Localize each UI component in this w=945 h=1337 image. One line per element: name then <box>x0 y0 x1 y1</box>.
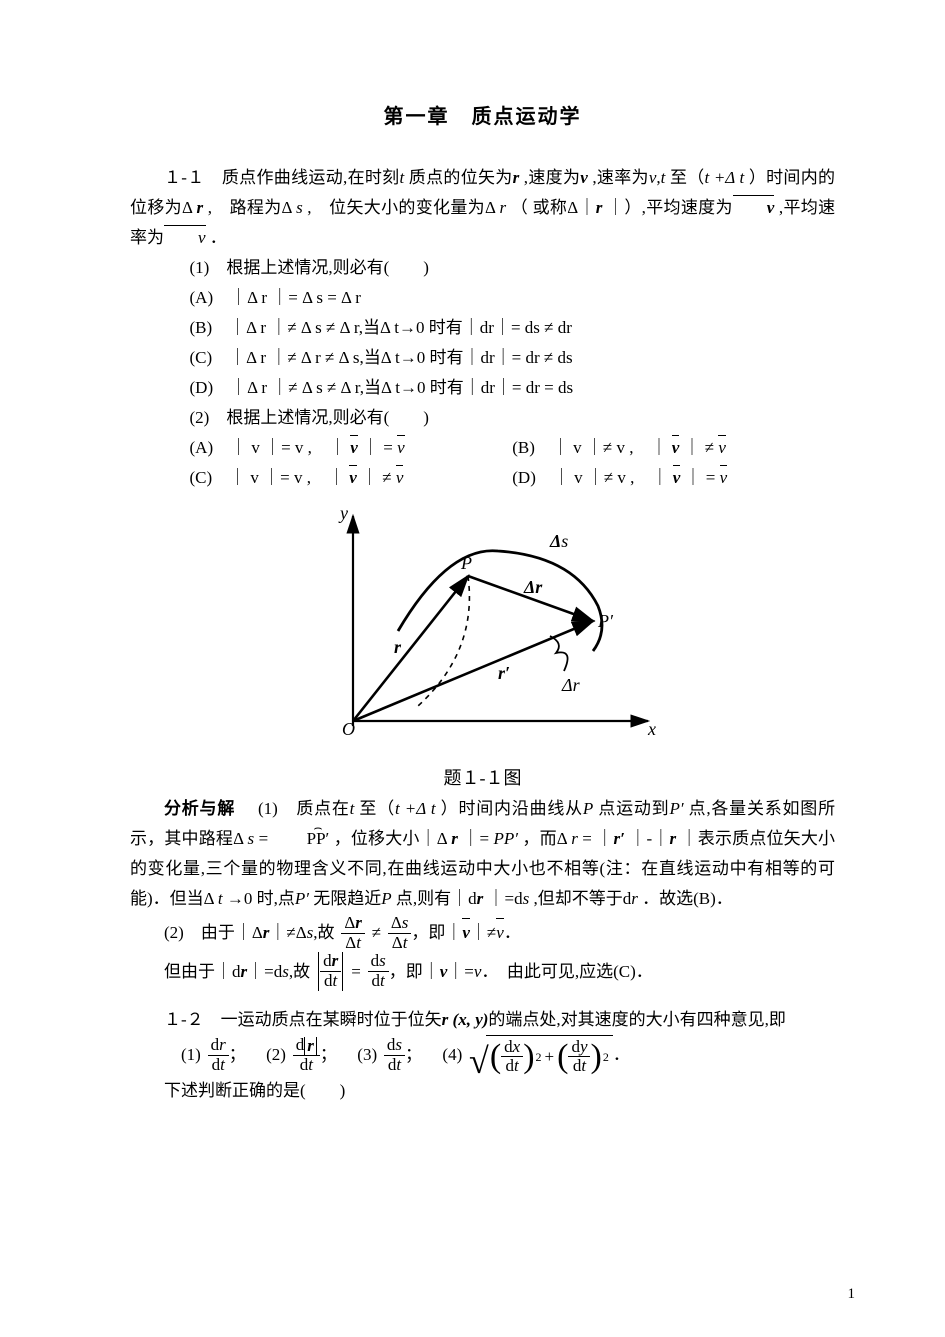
svg-text:P′: P′ <box>597 611 614 631</box>
text: １-１ 质点作曲线运动,在时刻 <box>164 168 399 187</box>
solution-1: 分析与解 (1) 质点在t 至（t +Δ t ）时间内沿曲线从P 点运动到P′ … <box>130 794 835 914</box>
q1-optB: (B) ｜Δ r ｜≠ Δ s ≠ Δ r,当Δ t→0 时有｜dr｜= ds … <box>130 313 835 343</box>
q2-optB: (B) ｜ v ｜≠ v , ｜ v ｜ ≠ v <box>512 433 835 463</box>
vector-diagram-svg: O x y P P′ r r′ Δr Δs Δr <box>298 501 668 751</box>
solution-head: 分析与解 <box>164 799 235 818</box>
page: 第一章 质点运动学 １-１ 质点作曲线运动,在时刻t 质点的位矢为r ,速度为v… <box>0 0 945 1337</box>
sym-vbar: v <box>767 198 775 217</box>
svg-text:Δr: Δr <box>561 675 581 695</box>
figure-1-1: O x y P P′ r r′ Δr Δs Δr 题１-１图 <box>130 501 835 790</box>
frac-ds-dt2: ds dt <box>368 952 389 990</box>
svg-text:O: O <box>342 719 355 739</box>
text: 至（ <box>670 168 705 187</box>
opt2-3: ds dt <box>384 1036 405 1074</box>
sym-s: s <box>296 198 303 217</box>
q1-optD: (D) ｜Δ r ｜≠ Δ s ≠ Δ r,当Δ t→0 时有｜dr｜= dr … <box>130 373 835 403</box>
solution-2-line2: 但由于｜dr ｜=ds ,故 dr dt = ds dt ，即｜ v ｜= v … <box>130 952 835 990</box>
chapter-title: 第一章 质点运动学 <box>130 100 835 129</box>
q2-row-AB: (A) ｜ v ｜= v , ｜ v ｜ = v (B) ｜ v ｜≠ v , … <box>130 433 835 463</box>
text: ｜）,平均速度为 <box>607 198 733 217</box>
q1-optA: (A) ｜Δ r ｜= Δ s = Δ r <box>130 283 835 313</box>
sym-t: t <box>399 168 404 187</box>
svg-text:P: P <box>460 553 472 573</box>
sym-r-bold: r <box>513 168 520 187</box>
sym-t2: t <box>661 168 666 187</box>
text: ,速度为 <box>524 168 580 187</box>
opt2-4: √ ( dxdt )2 + ( dydt )2 <box>469 1035 613 1076</box>
svg-text:Δr: Δr <box>523 577 543 597</box>
svg-text:x: x <box>647 719 656 739</box>
q2-stem: (2) 根据上述情况,则必有( ) <box>130 403 835 433</box>
sym-vbar2: v <box>198 228 206 247</box>
q2-optA: (A) ｜ v ｜= v , ｜ v ｜ = v <box>190 433 513 463</box>
text: ,速率为 <box>592 168 648 187</box>
page-number: 1 <box>848 1286 856 1303</box>
problem-1-1-intro: １-１ 质点作曲线运动,在时刻t 质点的位矢为r ,速度为v ,速率为v,t 至… <box>130 163 835 253</box>
q2-row-CD: (C) ｜ v ｜= v , ｜ v ｜ ≠ v (D) ｜ v ｜≠ v , … <box>130 463 835 493</box>
sym-v-bold: v <box>580 168 588 187</box>
text: 质点的位矢为 <box>409 168 513 187</box>
sym-r-bold3: r <box>596 198 603 217</box>
q1-stem: (1) 根据上述情况,则必有( ) <box>130 253 835 283</box>
q1-optC: (C) ｜Δ r ｜≠ Δ r ≠ Δ s,当Δ t→0 时有｜dr｜= dr … <box>130 343 835 373</box>
svg-text:y: y <box>338 503 348 523</box>
frac-ds-dt: Δs Δt <box>388 914 412 952</box>
opt2-1: dr dt <box>208 1036 229 1074</box>
text: , 路程为Δ <box>208 198 296 217</box>
text: （ 或称Δ｜ <box>511 198 596 217</box>
problem-1-2-options: (1) dr dt ； (2) dr dt ； (3) ds dt ； (4) … <box>130 1035 835 1076</box>
svg-text:r′: r′ <box>498 663 510 683</box>
svg-text:r: r <box>394 637 402 657</box>
abs-dr-dt: dr dt <box>317 952 345 990</box>
q2-optD: (D) ｜ v ｜≠ v , ｜ v ｜ = v <box>512 463 835 493</box>
frac-dr-dt: Δr Δt <box>341 914 365 952</box>
text: , 位矢大小的变化量为Δ <box>307 198 499 217</box>
q2-optC: (C) ｜ v ｜= v , ｜ v ｜ ≠ v <box>190 463 513 493</box>
sym-r: r <box>500 198 507 217</box>
sym-v: v <box>649 168 657 187</box>
opt2-2: dr dt <box>293 1036 320 1075</box>
figure-caption: 题１-１图 <box>130 764 835 790</box>
solution-2-line1: (2) 由于｜Δ r ｜≠Δ s ,故 Δr Δt ≠ Δs Δt ，即｜ v … <box>130 914 835 952</box>
svg-text:Δs: Δs <box>549 531 568 551</box>
sym-r-bold2: r <box>197 198 204 217</box>
problem-1-2-intro: １-２ 一运动质点在某瞬时位于位矢r (x, y)的端点处,对其速度的大小有四种… <box>130 1005 835 1035</box>
text: ． <box>210 228 227 247</box>
sym-t-plus-dt: t +Δ t <box>705 168 745 187</box>
